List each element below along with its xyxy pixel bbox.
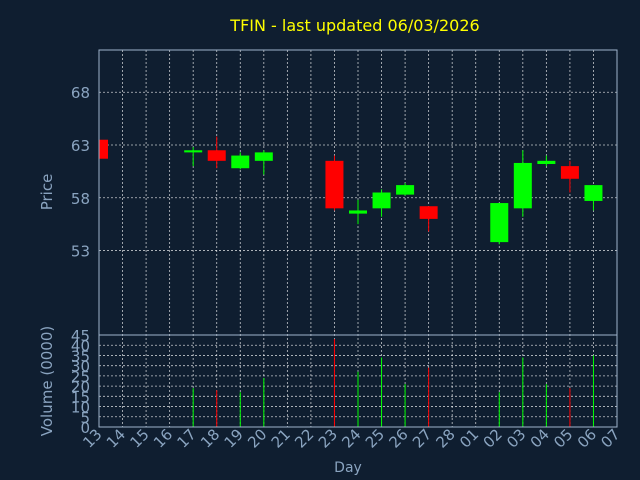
price-tick-label: 45 <box>71 327 90 345</box>
candle-body <box>560 166 579 179</box>
candle-body <box>325 160 344 209</box>
volume-tick-label: 0 <box>80 419 90 437</box>
candle-body <box>372 192 391 209</box>
candle-body <box>349 210 367 214</box>
candle-body <box>396 185 415 195</box>
volume-tick-label: 35 <box>71 347 90 365</box>
price-tick-label: 68 <box>71 84 90 102</box>
volume-tick-label: 20 <box>71 378 90 396</box>
price-tick-label: 53 <box>71 243 90 261</box>
volume-panel-frame <box>98 334 618 428</box>
candle-body <box>184 150 203 153</box>
volume-tick-label: 5 <box>80 409 90 427</box>
chart-title: TFIN - last updated 06/03/2026 <box>229 16 479 35</box>
price-tick-label: 63 <box>71 137 90 155</box>
x-axis-label: Day <box>334 460 362 476</box>
candlesticks <box>98 136 603 245</box>
candle-body <box>231 155 250 169</box>
candle-body <box>537 160 556 164</box>
volume-tick-label: 10 <box>71 399 90 417</box>
candle-body <box>419 206 438 219</box>
candle-body <box>99 139 108 159</box>
candle-body <box>207 150 226 161</box>
price-axis-label: Price <box>38 174 56 211</box>
candle-body <box>490 203 509 243</box>
volume-tick-label: 25 <box>71 368 90 386</box>
volume-tick-label: 15 <box>71 388 90 406</box>
volume-tick-label: 30 <box>71 358 90 376</box>
price-tick-label: 58 <box>71 190 90 208</box>
volume-axis-label: Volume (0000) <box>38 326 56 436</box>
candle-body <box>254 152 273 161</box>
volume-bars <box>192 339 594 427</box>
candle-body <box>513 162 532 209</box>
candle-body <box>584 185 603 201</box>
volume-tick-label: 40 <box>71 337 90 355</box>
